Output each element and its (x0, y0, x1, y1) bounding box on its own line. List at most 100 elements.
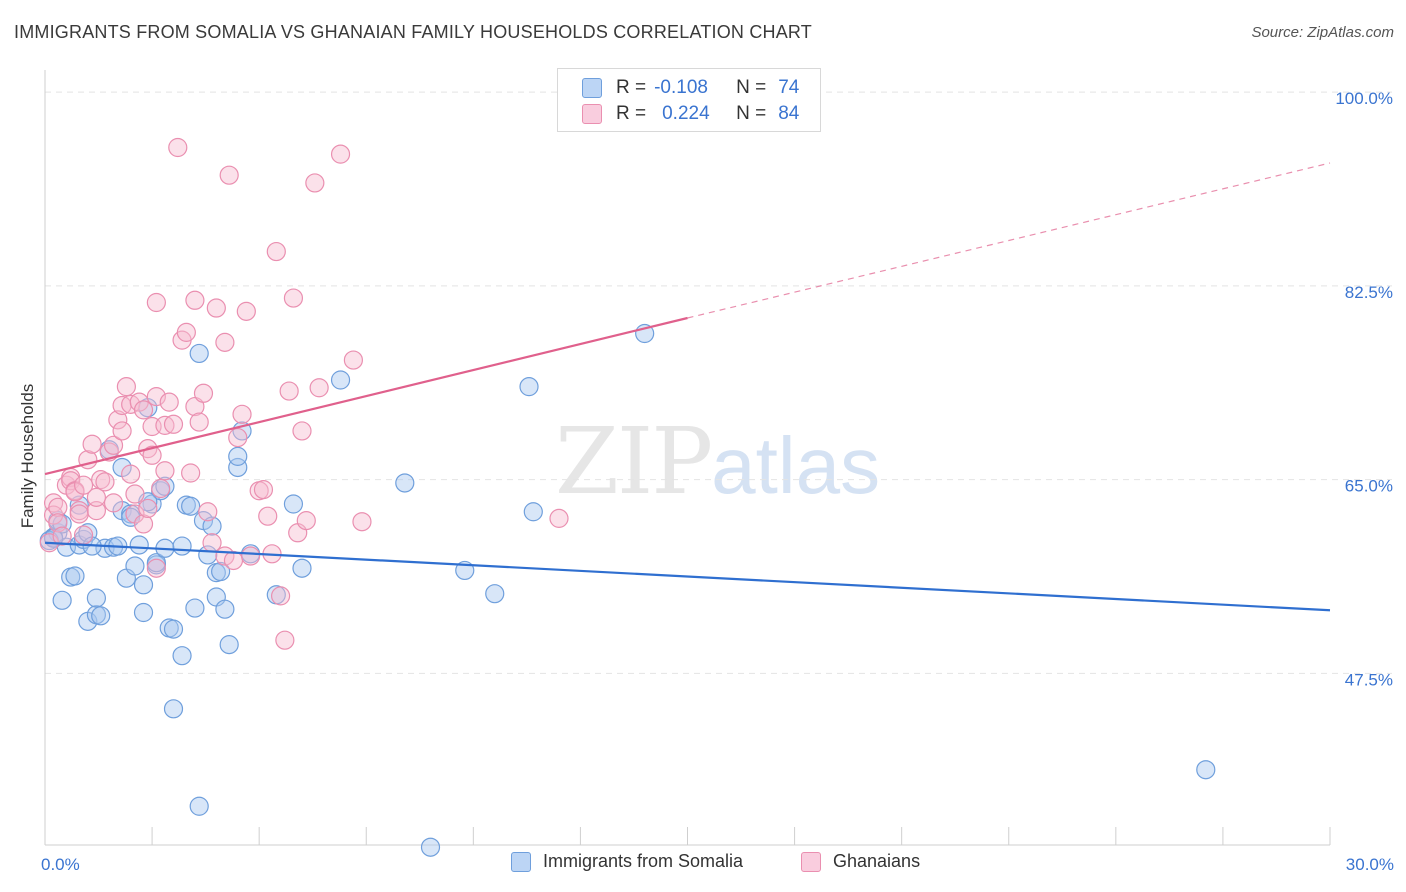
data-point (105, 494, 123, 512)
data-point (280, 382, 298, 400)
data-point (53, 591, 71, 609)
r-label: R = (616, 103, 646, 125)
data-point (186, 291, 204, 309)
data-point (173, 537, 191, 555)
data-point (122, 465, 140, 483)
data-point (353, 513, 371, 531)
data-point (486, 585, 504, 603)
stats-row-ghanaians: R = 0.224 N = 84 (582, 102, 799, 126)
y-tick-label: 47.5% (1345, 670, 1393, 689)
r-label: R = (616, 77, 646, 99)
data-point (135, 576, 153, 594)
data-point (83, 435, 101, 453)
r-value: 0.224 (654, 103, 726, 125)
data-point (87, 589, 105, 607)
n-label: N = (736, 103, 766, 125)
data-point (92, 607, 110, 625)
data-point (297, 512, 315, 530)
data-point (152, 480, 170, 498)
data-point (165, 700, 183, 718)
data-point (229, 429, 247, 447)
swatch-somalia (582, 78, 602, 98)
data-point (182, 497, 200, 515)
legend-label-somalia: Immigrants from Somalia (543, 851, 743, 872)
data-point (96, 473, 114, 491)
data-point (165, 620, 183, 638)
data-point (332, 371, 350, 389)
data-point (220, 636, 238, 654)
legend-item-somalia[interactable]: Immigrants from Somalia (511, 851, 743, 872)
data-point (293, 559, 311, 577)
data-point (139, 499, 157, 517)
trend-lines (45, 163, 1330, 610)
data-point (113, 422, 131, 440)
n-value: 74 (778, 77, 799, 99)
data-point (220, 166, 238, 184)
data-point (229, 447, 247, 465)
data-point (233, 405, 251, 423)
data-point (520, 378, 538, 396)
data-point (207, 299, 225, 317)
data-point (310, 379, 328, 397)
data-point (216, 333, 234, 351)
data-point (66, 567, 84, 585)
gridlines (45, 92, 1392, 673)
data-point (272, 587, 290, 605)
trend-line (45, 543, 1330, 611)
legend-label-ghanaians: Ghanaians (833, 851, 920, 872)
data-point (344, 351, 362, 369)
data-point (284, 289, 302, 307)
data-point (135, 604, 153, 622)
series-legend: Immigrants from Somalia Ghanaians (0, 851, 1406, 877)
data-point (242, 547, 260, 565)
data-point (237, 302, 255, 320)
swatch-ghanaians (582, 104, 602, 124)
data-point (186, 599, 204, 617)
data-point (276, 631, 294, 649)
data-point (254, 481, 272, 499)
legend-swatch-somalia (511, 852, 531, 872)
scatter-plot: 47.5%65.0%82.5%100.0%0.0% 30.0% (0, 0, 1406, 892)
data-point (194, 384, 212, 402)
data-point (216, 600, 234, 618)
y-tick-label: 65.0% (1345, 477, 1393, 496)
data-point (306, 174, 324, 192)
data-point (126, 485, 144, 503)
data-point (75, 526, 93, 544)
data-point (259, 507, 277, 525)
r-value: -0.108 (654, 77, 726, 99)
tick-labels: 47.5% 65.0% 82.5% 100.0% 0.0% 30.0% (41, 89, 1394, 874)
data-point (126, 557, 144, 575)
data-point (156, 462, 174, 480)
data-point (190, 413, 208, 431)
data-point (524, 503, 542, 521)
series-somalia-points (40, 325, 1215, 857)
data-point (293, 422, 311, 440)
data-point (332, 145, 350, 163)
data-point (160, 393, 178, 411)
legend-item-ghanaians[interactable]: Ghanaians (801, 851, 920, 872)
trend-line-extension (688, 163, 1331, 318)
data-point (169, 139, 187, 157)
y-tick-label: 82.5% (1345, 283, 1393, 302)
data-point (147, 294, 165, 312)
data-point (177, 323, 195, 341)
data-point (224, 551, 242, 569)
data-point (550, 509, 568, 527)
data-point (190, 797, 208, 815)
stats-row-somalia: R = -0.108 N = 74 (582, 76, 799, 100)
data-point (147, 559, 165, 577)
y-tick-label: 100.0% (1335, 89, 1393, 108)
n-label: N = (736, 77, 766, 99)
legend-swatch-ghanaians (801, 852, 821, 872)
data-point (1197, 761, 1215, 779)
data-point (396, 474, 414, 492)
data-point (267, 243, 285, 261)
data-point (130, 536, 148, 554)
data-point (165, 415, 183, 433)
data-point (199, 503, 217, 521)
data-point (182, 464, 200, 482)
stats-legend: R = -0.108 N = 74 R = 0.224 N = 84 (557, 68, 821, 132)
n-value: 84 (778, 103, 799, 125)
data-point (173, 647, 191, 665)
